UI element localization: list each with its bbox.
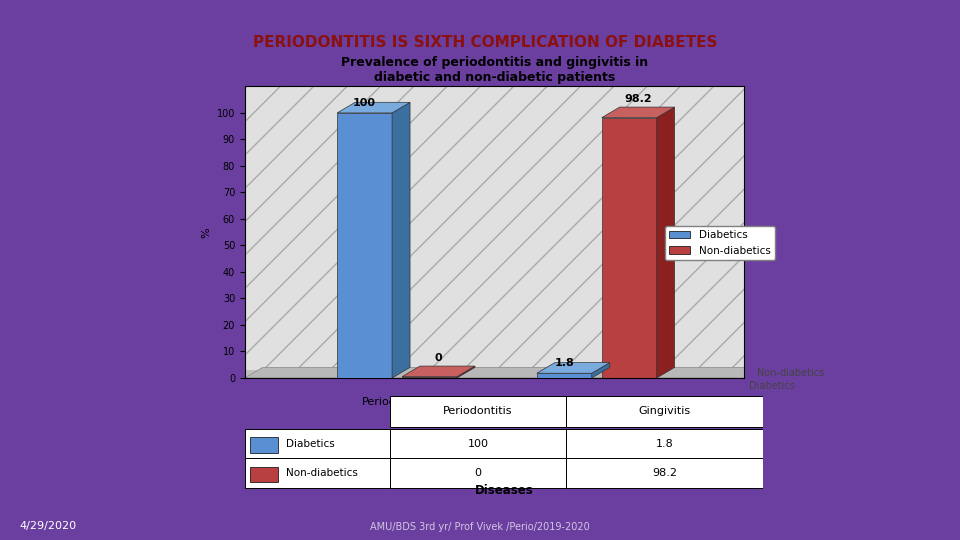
Text: Diabetics: Diabetics bbox=[286, 439, 335, 449]
Text: Prevalence of periodontitis and gingivitis in
diabetic and non-diabetic patients: Prevalence of periodontitis and gingivit… bbox=[341, 56, 648, 84]
Text: Non-diabetics: Non-diabetics bbox=[286, 468, 358, 478]
Polygon shape bbox=[245, 367, 762, 378]
Legend: Diabetics, Non-diabetics: Diabetics, Non-diabetics bbox=[665, 226, 775, 260]
Text: 1.8: 1.8 bbox=[555, 358, 574, 368]
Text: 100: 100 bbox=[353, 98, 376, 107]
Text: Periodontitis: Periodontitis bbox=[362, 396, 432, 407]
Polygon shape bbox=[591, 363, 610, 378]
Polygon shape bbox=[392, 102, 410, 378]
Text: 100: 100 bbox=[468, 439, 489, 449]
Bar bbox=[250, 437, 278, 453]
Bar bbox=[402, 377, 457, 378]
Bar bbox=[390, 458, 566, 488]
Text: Non-diabetics: Non-diabetics bbox=[756, 368, 824, 377]
Text: 1.8: 1.8 bbox=[656, 439, 674, 449]
Bar bbox=[245, 429, 390, 459]
Text: PERIODONTITIS IS SIXTH COMPLICATION OF DIABETES: PERIODONTITIS IS SIXTH COMPLICATION OF D… bbox=[252, 35, 717, 50]
Bar bbox=[566, 429, 763, 459]
Text: Diabetics: Diabetics bbox=[750, 381, 795, 390]
Polygon shape bbox=[657, 107, 675, 378]
Bar bbox=[337, 113, 392, 378]
Polygon shape bbox=[457, 366, 475, 378]
Polygon shape bbox=[537, 363, 610, 373]
Polygon shape bbox=[602, 107, 675, 118]
Text: 4/29/2020: 4/29/2020 bbox=[19, 522, 77, 531]
Bar bbox=[245, 458, 390, 488]
Bar bbox=[250, 467, 278, 482]
Text: 0: 0 bbox=[474, 468, 482, 478]
Text: Periodontitis: Periodontitis bbox=[444, 407, 513, 416]
Y-axis label: %: % bbox=[202, 227, 211, 238]
Bar bbox=[537, 373, 591, 378]
Polygon shape bbox=[337, 102, 410, 113]
Bar bbox=[566, 458, 763, 488]
Bar bbox=[390, 396, 566, 427]
Bar bbox=[245, 370, 744, 378]
Text: AMU/BDS 3rd yr/ Prof Vivek /Perio/2019-2020: AMU/BDS 3rd yr/ Prof Vivek /Perio/2019-2… bbox=[371, 522, 589, 531]
Bar bbox=[390, 429, 566, 459]
Text: Gingivitis: Gingivitis bbox=[638, 407, 691, 416]
Polygon shape bbox=[402, 366, 475, 377]
Text: 98.2: 98.2 bbox=[624, 94, 652, 104]
Text: Gingivitis: Gingivitis bbox=[570, 396, 623, 407]
Bar bbox=[602, 118, 657, 378]
Text: 0: 0 bbox=[435, 353, 443, 363]
Bar bbox=[566, 396, 763, 427]
Text: Diseases: Diseases bbox=[474, 484, 534, 497]
Text: 98.2: 98.2 bbox=[652, 468, 677, 478]
